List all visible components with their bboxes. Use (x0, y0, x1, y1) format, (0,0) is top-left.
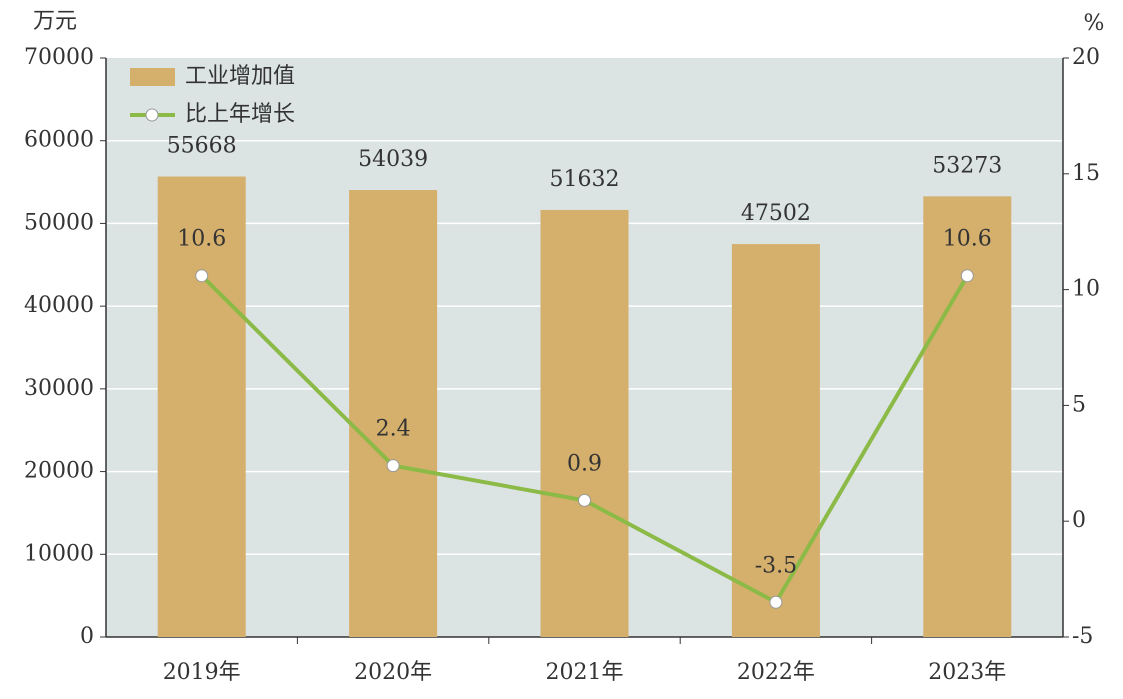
y-tick-label: 50000 (24, 210, 94, 235)
y2-tick-label: 15 (1072, 161, 1100, 186)
x-tick-label: 2021年 (546, 660, 624, 685)
line-point (578, 493, 591, 507)
y-tick-label: 20000 (24, 459, 94, 484)
y-tick-label: 60000 (24, 128, 94, 153)
y-tick-label: 0 (80, 624, 94, 649)
line-value-label: 0.9 (567, 451, 602, 476)
y2-tick-label: 10 (1072, 277, 1100, 302)
bar-value-label: 54039 (358, 147, 428, 172)
bar-value-label: 55668 (167, 134, 237, 159)
y-tick-label: 10000 (24, 541, 94, 566)
line-value-label: 2.4 (376, 417, 411, 442)
bar (540, 209, 629, 637)
y-tick-label: 30000 (24, 376, 94, 401)
y2-tick-label: 20 (1072, 45, 1100, 70)
legend-label: 工业增加值 (185, 64, 295, 89)
bar-value-label: 53273 (932, 153, 1002, 178)
y-tick-label: 70000 (24, 45, 94, 70)
line-value-label: 10.6 (177, 227, 226, 252)
bar-value-label: 51632 (550, 167, 620, 192)
bar-value-label: 47502 (741, 201, 811, 226)
y2-tick-label: 0 (1072, 508, 1086, 533)
x-tick-label: 2023年 (928, 660, 1006, 685)
bar (157, 176, 246, 637)
x-tick-label: 2020年 (354, 660, 432, 685)
bar (349, 190, 438, 638)
y2-tick-label: -5 (1072, 624, 1093, 649)
line-point (386, 459, 400, 473)
legend-swatch (130, 68, 175, 86)
line-point (960, 269, 974, 283)
line-value-label: -3.5 (755, 553, 797, 578)
x-tick-label: 2022年 (737, 660, 815, 685)
bar (923, 196, 1012, 637)
y2-tick-label: 5 (1072, 392, 1086, 417)
line-value-label: 10.6 (943, 227, 992, 252)
bar (731, 244, 820, 637)
line-point (195, 269, 209, 283)
y-axis-unit: 万元 (33, 9, 77, 34)
legend-marker (145, 108, 159, 122)
y2-axis-unit: % (1084, 11, 1105, 36)
line-point (769, 595, 783, 609)
x-tick-label: 2019年 (163, 660, 241, 685)
y-tick-label: 40000 (24, 293, 94, 318)
legend-label: 比上年增长 (185, 102, 295, 127)
